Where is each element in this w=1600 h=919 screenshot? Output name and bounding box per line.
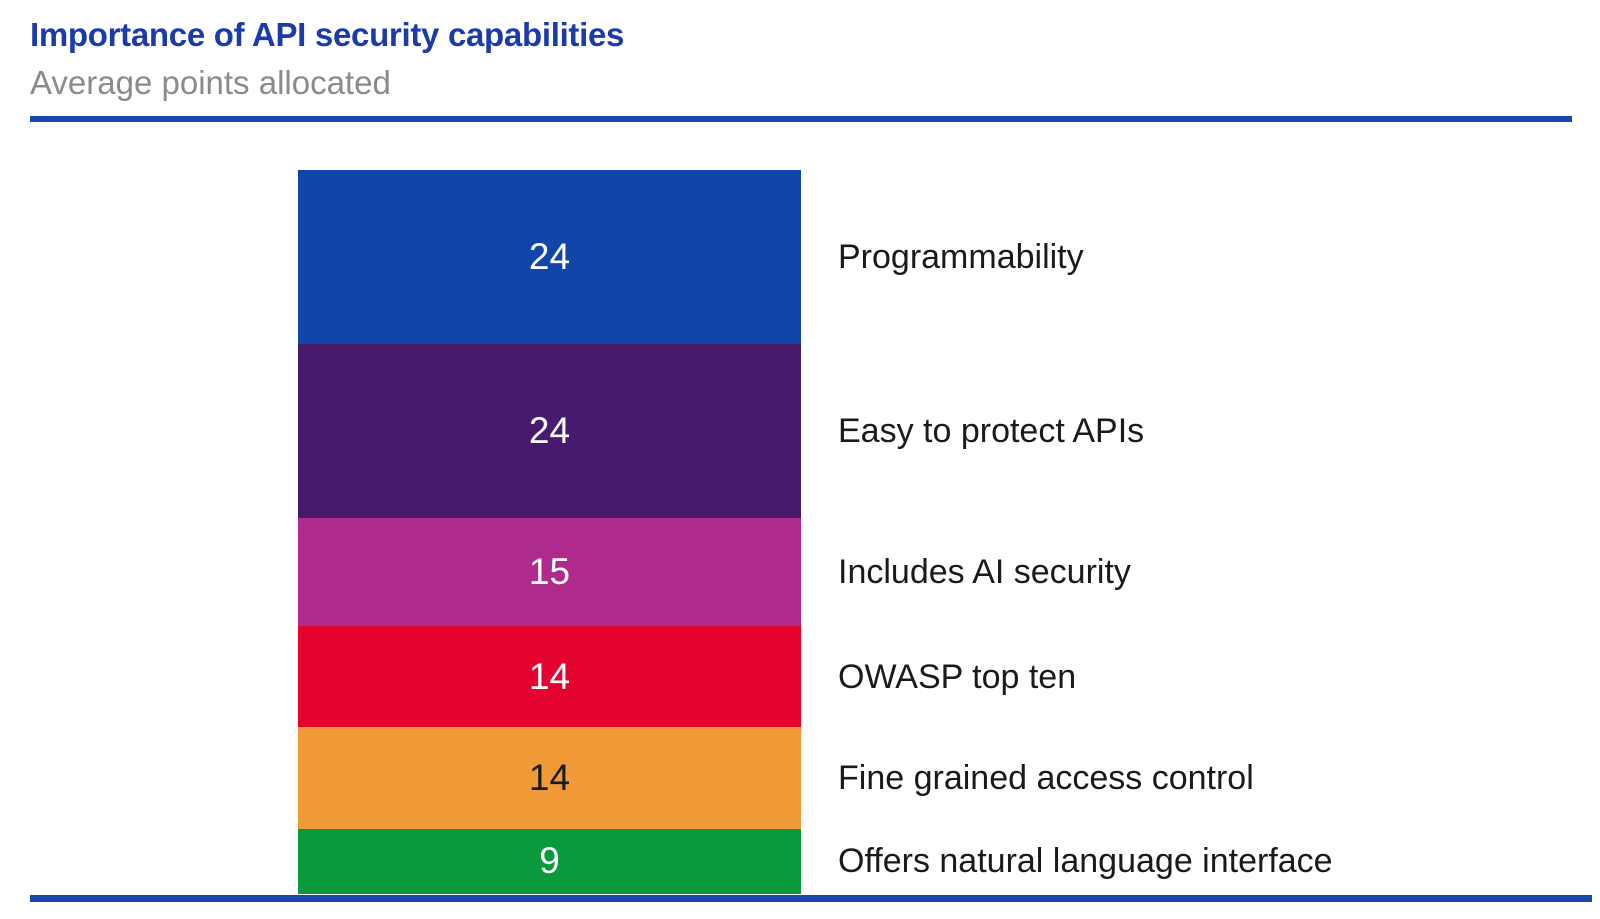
bottom-divider [30, 895, 1592, 902]
segment-value: 14 [528, 757, 571, 799]
segment-value: 9 [539, 840, 560, 882]
category-label: Includes AI security [838, 552, 1131, 591]
segment-value: 15 [528, 550, 571, 592]
segment-value: 24 [528, 409, 571, 451]
category-label: Programmability [838, 237, 1084, 276]
category-label: OWASP top ten [838, 657, 1077, 696]
chart-title: Importance of API security capabilities [30, 16, 625, 53]
category-label: Easy to protect APIs [838, 411, 1145, 450]
bar-segment: 14 [298, 626, 801, 728]
category-label: Fine grained access control [838, 759, 1254, 798]
category-labels: Programmability Easy to protect APIs Inclu… [838, 170, 1558, 894]
bar-segment: 24 [298, 170, 801, 344]
category-label: Offers natural language interface [838, 842, 1333, 881]
chart-header: Importance of API security capabilities … [30, 16, 624, 102]
stacked-bar-chart: 24 24 15 14 14 9 Programmability Easy to prote… [298, 170, 1333, 894]
bar-segment: 24 [298, 343, 801, 518]
segment-value: 24 [528, 235, 571, 277]
bar-segment: 9 [298, 828, 801, 894]
stacked-bar: 24 24 15 14 14 9 [298, 170, 801, 894]
bar-segment: 14 [298, 727, 801, 829]
segment-value: 14 [528, 655, 571, 697]
bar-segment: 15 [298, 517, 801, 627]
top-divider [30, 116, 1572, 122]
chart-subtitle: Average points allocated [30, 63, 391, 101]
